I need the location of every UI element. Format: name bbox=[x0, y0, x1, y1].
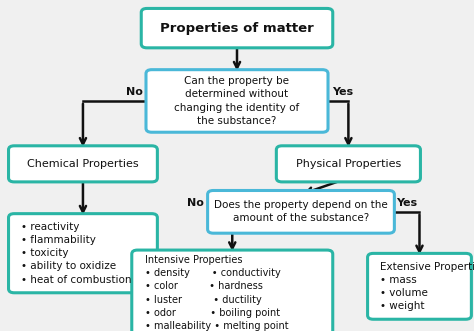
Text: Yes: Yes bbox=[396, 198, 417, 208]
FancyBboxPatch shape bbox=[208, 191, 394, 233]
Text: No: No bbox=[187, 198, 204, 208]
FancyBboxPatch shape bbox=[368, 254, 471, 319]
Text: Yes: Yes bbox=[332, 87, 353, 97]
Text: Can the property be
determined without
changing the identity of
the substance?: Can the property be determined without c… bbox=[174, 76, 300, 126]
Text: Chemical Properties: Chemical Properties bbox=[27, 159, 139, 169]
FancyBboxPatch shape bbox=[146, 70, 328, 132]
FancyBboxPatch shape bbox=[141, 8, 333, 48]
Text: Properties of matter: Properties of matter bbox=[160, 22, 314, 35]
Text: Physical Properties: Physical Properties bbox=[296, 159, 401, 169]
FancyBboxPatch shape bbox=[9, 146, 157, 182]
Text: Extensive Properties
• mass
• volume
• weight: Extensive Properties • mass • volume • w… bbox=[380, 261, 474, 311]
Text: Does the property depend on the
amount of the substance?: Does the property depend on the amount o… bbox=[214, 200, 388, 223]
FancyBboxPatch shape bbox=[132, 250, 333, 331]
Text: No: No bbox=[126, 87, 143, 97]
Text: Intensive Properties
• density       • conductivity
• color          • hardness
: Intensive Properties • density • conduct… bbox=[145, 255, 288, 331]
FancyBboxPatch shape bbox=[276, 146, 420, 182]
FancyBboxPatch shape bbox=[9, 214, 157, 293]
Text: • reactivity
• flammability
• toxicity
• ability to oxidize
• heat of combustion: • reactivity • flammability • toxicity •… bbox=[21, 222, 132, 285]
